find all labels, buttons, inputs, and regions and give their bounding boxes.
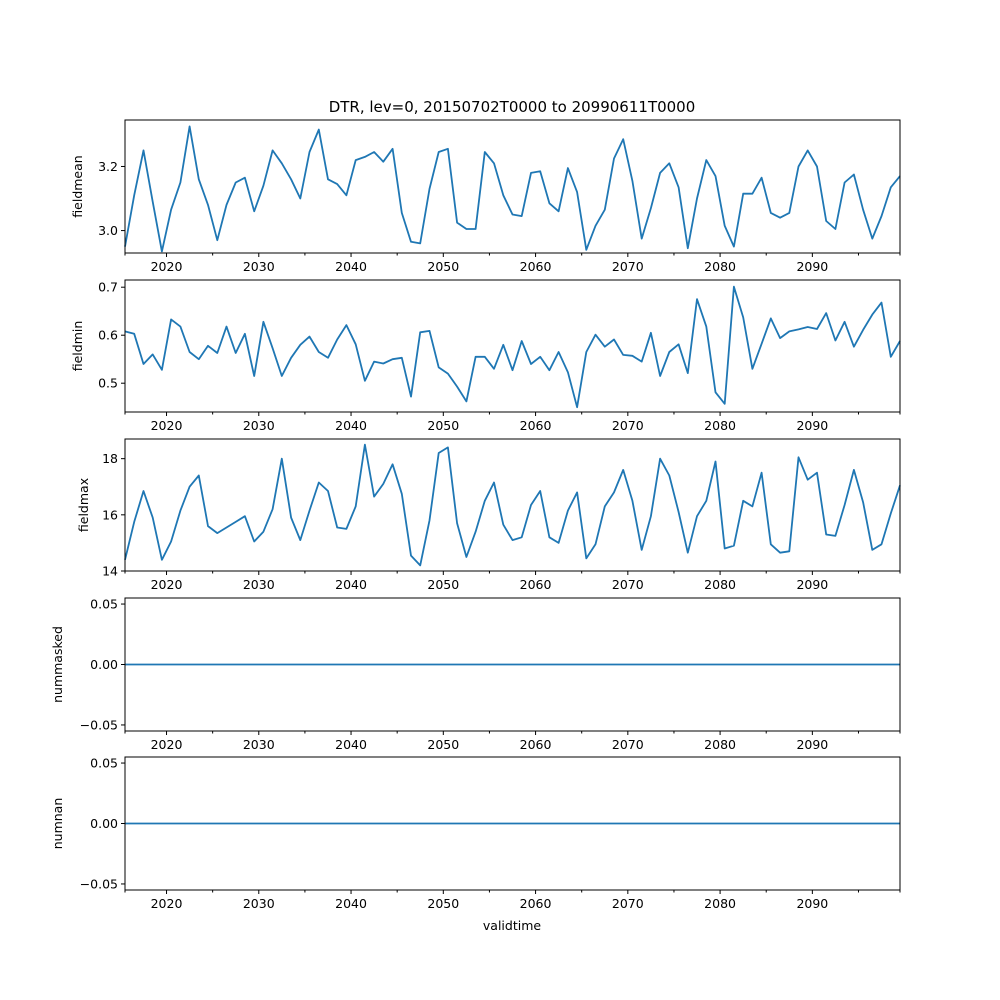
axes-frame-fieldmean <box>124 119 901 254</box>
x-tick-label: 2080 <box>704 418 736 433</box>
x-tick-label: 2040 <box>335 737 367 752</box>
series-line-fieldmean <box>124 125 901 253</box>
x-tick-label: 2080 <box>704 737 736 752</box>
x-axis-label: validtime <box>483 918 541 933</box>
x-tick-label: 2070 <box>612 418 644 433</box>
subplot-stack: 3.0 3.2 2020 2030 2040 2050 2060 2070 2080 2090 fi… <box>50 119 901 911</box>
x-tick-label: 2060 <box>520 737 552 752</box>
y-tick-label: 0.6 <box>98 328 118 343</box>
x-tick-label: 2020 <box>151 737 183 752</box>
x-tick-label: 2080 <box>704 896 736 911</box>
series-line-fieldmax <box>124 443 901 567</box>
y-tick-label: 3.0 <box>98 223 118 238</box>
x-tick-label: 2030 <box>243 896 275 911</box>
y-tick-label: 3.2 <box>98 159 118 174</box>
y-axis-label-fieldmin: fieldmin <box>70 321 85 372</box>
y-tick-label: 0.00 <box>90 816 118 831</box>
x-tick-label: 2060 <box>520 259 552 274</box>
x-tick-label: 2090 <box>796 418 828 433</box>
figure-title: DTR, lev=0, 20150702T0000 to 20990611T00… <box>329 98 696 116</box>
x-tick-label: 2040 <box>335 577 367 592</box>
x-tick-label: 2020 <box>151 418 183 433</box>
y-tick-label: 0.05 <box>90 597 118 612</box>
subplot-fieldmax: 14 16 18 2020 2030 2040 2050 2060 2070 2080 2090 fi… <box>76 438 901 592</box>
x-tick-label: 2030 <box>243 418 275 433</box>
x-tick-label: 2060 <box>520 577 552 592</box>
x-tick-label: 2070 <box>612 896 644 911</box>
subplot-fieldmean: 3.0 3.2 2020 2030 2040 2050 2060 2070 2080 2090 fi… <box>70 119 901 274</box>
x-tick-label: 2040 <box>335 259 367 274</box>
x-tick-label: 2020 <box>151 577 183 592</box>
x-tick-label: 2070 <box>612 737 644 752</box>
y-tick-label: 14 <box>102 564 118 579</box>
x-tick-label: 2060 <box>520 418 552 433</box>
x-tick-label: 2070 <box>612 259 644 274</box>
y-tick-label: 0.5 <box>98 376 118 391</box>
x-tick-label: 2050 <box>427 418 459 433</box>
x-tick-label: 2050 <box>427 577 459 592</box>
x-tick-label: 2090 <box>796 737 828 752</box>
x-tick-label: 2050 <box>427 737 459 752</box>
x-tick-label: 2030 <box>243 737 275 752</box>
axes-frame-fieldmin <box>124 279 901 413</box>
x-tick-label: 2030 <box>243 259 275 274</box>
x-tick-label: 2020 <box>151 896 183 911</box>
y-axis-label-nummasked: nummasked <box>50 626 65 703</box>
x-tick-label: 2020 <box>151 259 183 274</box>
subplot-fieldmin: 0.5 0.6 0.7 2020 2030 2040 2050 2060 2070 2080 209… <box>70 279 901 433</box>
x-tick-label: 2060 <box>520 896 552 911</box>
y-tick-label: −0.05 <box>80 876 118 891</box>
x-tick-label: 2090 <box>796 259 828 274</box>
x-tick-label: 2090 <box>796 577 828 592</box>
axes-frame-fieldmax <box>124 438 901 572</box>
x-tick-label: 2050 <box>427 896 459 911</box>
y-tick-label: 16 <box>102 507 118 522</box>
series-line-fieldmin <box>124 285 901 409</box>
x-tick-label: 2030 <box>243 577 275 592</box>
x-tick-label: 2080 <box>704 577 736 592</box>
x-tick-label: 2070 <box>612 577 644 592</box>
y-axis-label-fieldmax: fieldmax <box>76 478 91 532</box>
subplot-nummasked: −0.05 0.00 0.05 2020 2030 2040 2050 2060 2070 208… <box>50 597 901 752</box>
x-tick-label: 2090 <box>796 896 828 911</box>
y-tick-label: −0.05 <box>80 717 118 732</box>
x-tick-label: 2050 <box>427 259 459 274</box>
y-axis-label-fieldmean: fieldmean <box>70 155 85 217</box>
y-axis-label-numnan: numnan <box>50 798 65 850</box>
y-tick-label: 0.7 <box>98 280 118 295</box>
x-tick-label: 2080 <box>704 259 736 274</box>
subplot-numnan: −0.05 0.00 0.05 2020 2030 2040 2050 2060 2070 208… <box>50 756 901 911</box>
y-tick-label: 0.00 <box>90 657 118 672</box>
y-tick-label: 0.05 <box>90 756 118 771</box>
x-tick-label: 2040 <box>335 418 367 433</box>
x-tick-label: 2040 <box>335 896 367 911</box>
y-tick-label: 18 <box>102 451 118 466</box>
